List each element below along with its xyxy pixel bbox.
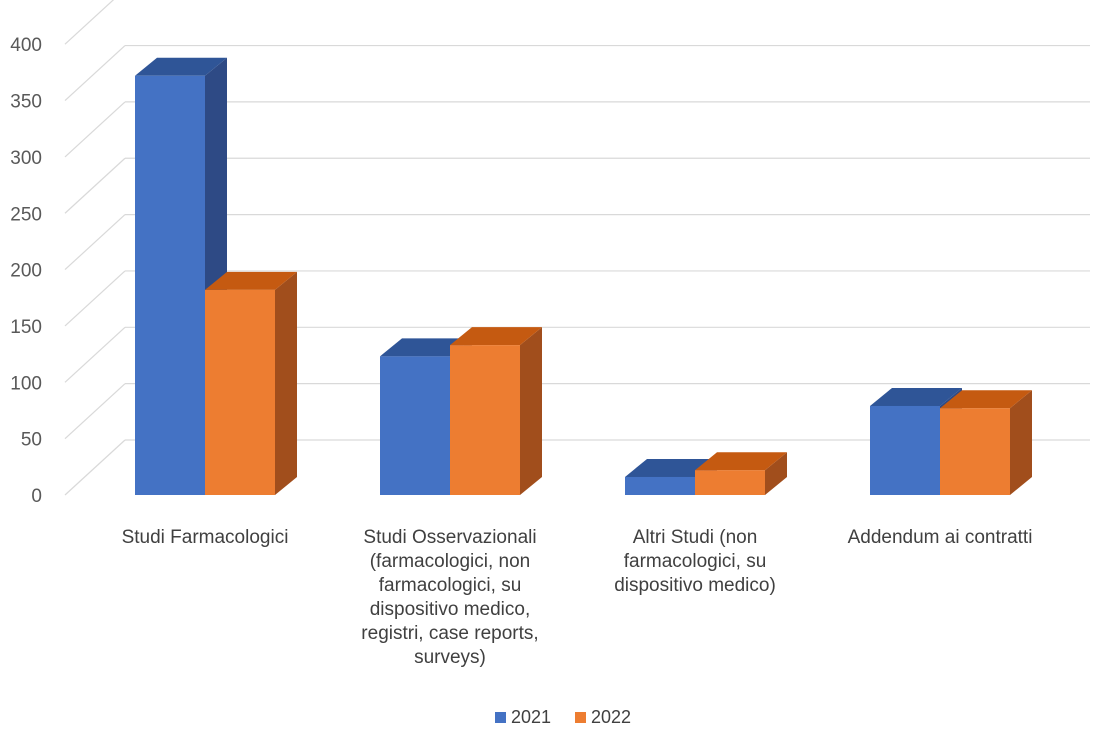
bar-top — [450, 327, 542, 346]
bar-top — [380, 338, 472, 357]
bar-front — [940, 408, 1010, 495]
bar-side — [520, 327, 542, 495]
bar-front — [135, 75, 205, 496]
category-label-2: Altri Studi (non farmacologici, su disposi… — [614, 527, 776, 596]
bar-front — [205, 289, 275, 495]
category-label-0: Studi Farmacologici — [122, 527, 289, 548]
bar-front — [380, 356, 450, 495]
bars — [135, 57, 1032, 496]
bar-top — [870, 387, 962, 406]
y-tick-label-6: 300 — [10, 148, 42, 169]
bar-front — [625, 476, 695, 495]
grid-diagonal-8 — [64, 0, 115, 45]
y-tick-label-5: 250 — [10, 204, 42, 225]
bar-side — [275, 271, 297, 495]
y-tick-label-0: 0 — [31, 486, 42, 507]
bar-2022-2 — [695, 452, 787, 495]
legend: 2021 2022 — [495, 707, 631, 727]
bar-top — [695, 452, 787, 471]
bar-side — [1010, 390, 1032, 495]
category-label-3: Addendum ai contratti — [848, 527, 1033, 548]
y-tick-label-2: 100 — [10, 373, 42, 394]
grid-diagonal-0 — [64, 439, 126, 496]
legend-swatch-2022 — [575, 712, 586, 723]
bar-side — [765, 452, 787, 495]
bar-front — [695, 470, 765, 495]
bar-top — [135, 57, 227, 76]
grid-diagonal-6 — [64, 101, 126, 158]
y-tick-label-3: 150 — [10, 317, 42, 338]
bar-2022-3 — [940, 390, 1032, 495]
grid-diagonal-5 — [64, 157, 126, 214]
grid-diagonal-3 — [64, 270, 126, 327]
bar-front — [870, 405, 940, 495]
grid-diagonal-2 — [64, 326, 126, 383]
bar-top — [205, 271, 297, 290]
legend-label-2022: 2022 — [591, 707, 631, 727]
y-tick-label-4: 200 — [10, 261, 42, 282]
bar-front — [450, 345, 520, 495]
bar-2022-0 — [205, 271, 297, 495]
grid-diagonal-4 — [64, 214, 126, 271]
legend-swatch-2021 — [495, 712, 506, 723]
y-tick-label-1: 50 — [21, 430, 42, 451]
y-axis-ticks: 0 50 100 150 200 250 300 350 400 — [10, 35, 42, 507]
grid-diagonal-7 — [64, 45, 126, 101]
legend-label-2021: 2021 — [511, 707, 551, 727]
grid-diagonal-1 — [64, 383, 126, 440]
bar-top — [940, 390, 1032, 409]
y-tick-label-7: 350 — [10, 92, 42, 113]
category-labels: Studi Farmacologici Studi Osservazionali(… — [122, 527, 1033, 668]
category-label-1: Studi Osservazionali (farmacologici, non f… — [361, 527, 538, 668]
bar-2022-1 — [450, 327, 542, 495]
y-tick-label-8: 400 — [10, 35, 42, 56]
bar-top — [625, 458, 717, 477]
